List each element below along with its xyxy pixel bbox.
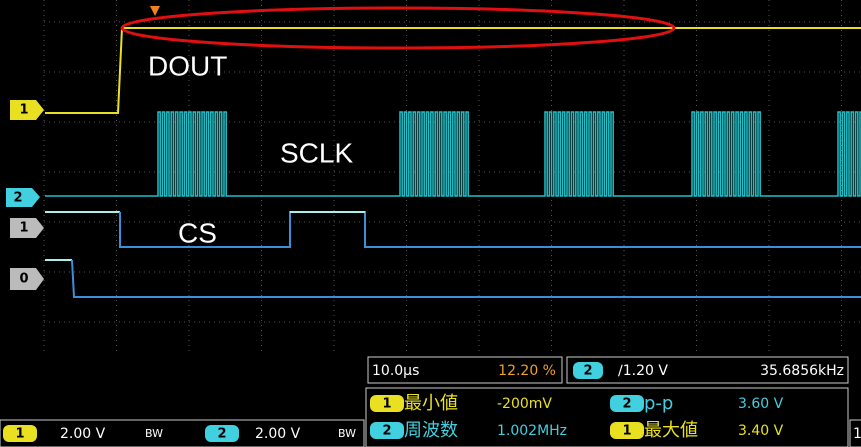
channel-marker — [10, 218, 44, 238]
badge — [370, 395, 404, 412]
channel-bar — [0, 419, 365, 447]
measurement-value: 3.40 V — [738, 423, 784, 439]
channel-number: 1 — [15, 427, 24, 442]
measurement-name: 最大値 — [644, 420, 698, 441]
d0-trace — [71, 259, 861, 298]
channel-marker-label: 0 — [19, 272, 28, 287]
channel-marker — [10, 100, 44, 120]
sclk-waveform — [45, 111, 861, 197]
measurement-panel — [365, 387, 849, 447]
measurement-name: p-p — [644, 393, 673, 414]
trigger-position: 12.20 % — [498, 363, 556, 379]
measurement-channel: 2 — [382, 424, 391, 439]
trigger-marker — [150, 6, 160, 16]
measurements: 1 最小値 -200mV 2 p-p 3.60 V 2 周波数 1.002MHz 1 最大値 3.40… — [370, 393, 784, 441]
edge-box — [849, 419, 861, 447]
sclk-label: SCLK — [280, 137, 353, 168]
trigger-level: ∕1.20 V — [618, 363, 668, 379]
channel-number: 2 — [217, 427, 226, 442]
channel-marker-label: 1 — [19, 221, 28, 236]
channel-marker-label: 2 — [13, 191, 22, 206]
channel-marker — [6, 188, 40, 207]
dout-label: DOUT — [148, 50, 227, 81]
measurement-channel: 1 — [382, 397, 391, 412]
badge — [573, 362, 603, 379]
channel-marker — [10, 268, 44, 290]
badge — [3, 425, 37, 442]
measurement-name: 最小値 — [404, 393, 458, 414]
channel-scale: 2.00 V — [255, 426, 301, 442]
trigger-box — [566, 356, 849, 384]
measurement-value: 1.002MHz — [497, 423, 567, 439]
sclk-trace — [45, 111, 861, 197]
badge — [610, 395, 644, 412]
trigger-frequency: 35.6856kHz — [760, 363, 844, 379]
channel-bandwidth: BW — [338, 427, 356, 440]
edge-channel: 1 — [853, 426, 861, 442]
measurement-value: -200mV — [497, 396, 552, 412]
measurement-value: 3.60 V — [738, 396, 784, 412]
trigger-channel: 2 — [583, 364, 592, 379]
highlight-ellipse — [120, 6, 676, 50]
channel-bandwidth: BW — [145, 427, 163, 440]
cs-label: CS — [178, 217, 217, 248]
channel-scale: 2.00 V — [60, 426, 106, 442]
timebase: 10.0μs — [372, 363, 419, 379]
badge — [370, 422, 404, 439]
timebase-box — [367, 356, 563, 384]
badge — [610, 422, 644, 439]
measurement-channel: 2 — [622, 397, 631, 412]
channel-marker-label: 1 — [19, 103, 28, 118]
measurement-channel: 1 — [622, 424, 631, 439]
badge — [205, 425, 239, 442]
dout-trace — [45, 27, 861, 114]
measurement-name: 周波数 — [404, 420, 458, 441]
